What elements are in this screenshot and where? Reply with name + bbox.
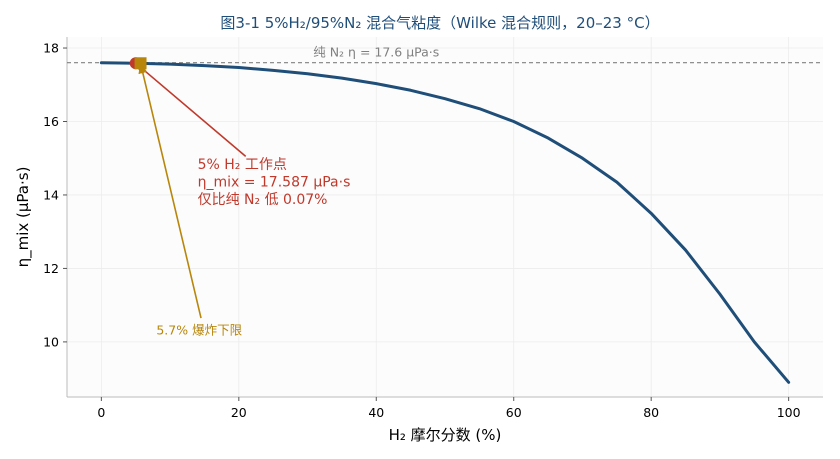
y-axis-label: η_mix (μPa·s) [14, 167, 33, 268]
axes: 0 20 40 60 80 100 10 12 14 16 18 [43, 37, 823, 420]
series-line [99, 61, 791, 384]
y-tick-label: 14 [43, 187, 59, 202]
chart-title: 图3-1 5%H₂/95%N₂ 混合气粘度（Wilke 混合规则，20–23 °… [220, 14, 659, 32]
annotation-text: 5.7% 爆炸下限 [156, 323, 242, 338]
x-tick-label: 100 [777, 405, 801, 420]
markers [129, 57, 147, 70]
y-tick-label: 18 [43, 41, 59, 56]
annotation-text: 5% H₂ 工作点 [198, 157, 287, 173]
x-tick-label: 40 [368, 405, 384, 420]
x-tick-label: 60 [506, 405, 522, 420]
x-tick-label: 20 [231, 405, 247, 420]
reference-line-label: 纯 N₂ η = 17.6 μPa·s [313, 45, 439, 60]
annotation-arrow [138, 62, 202, 319]
y-tick-label: 10 [43, 334, 59, 349]
y-tick-label: 16 [43, 114, 59, 129]
reference-line-group: 纯 N₂ η = 17.6 μPa·s [67, 45, 823, 64]
series-group [99, 61, 791, 384]
grid [67, 37, 823, 397]
annotation-arrow [134, 62, 247, 157]
x-tick-label: 80 [643, 405, 659, 420]
lel-marker [134, 57, 147, 70]
x-axis-label: H₂ 摩尔分数 (%) [389, 426, 502, 444]
annotation-text: η_mix = 17.587 μPa·s [198, 175, 351, 191]
annotation-text: 仅比纯 N₂ 低 0.07% [198, 192, 328, 208]
x-tick-label: 0 [97, 405, 105, 420]
y-tick-label: 12 [43, 261, 59, 276]
plot-area [67, 37, 823, 397]
